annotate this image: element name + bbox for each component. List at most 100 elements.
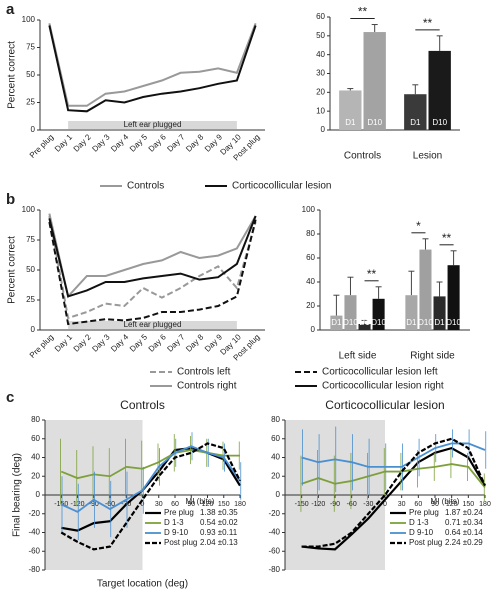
- x-tick-label: -150: [295, 501, 309, 508]
- y-tick-label: 40: [271, 453, 280, 462]
- chart-title: Corticocollicular lesion: [325, 398, 444, 412]
- x-tick-label: 0: [383, 501, 387, 508]
- bar: [344, 295, 357, 330]
- x-tick-label: Lesion: [413, 151, 442, 162]
- x-tick-label: 0: [141, 501, 145, 508]
- bar-label: D10: [371, 318, 386, 327]
- series-line: [48, 215, 257, 320]
- bar-label: D1: [410, 118, 421, 127]
- legend-title: MI (bits): [186, 497, 215, 506]
- y-tick-label: 20: [271, 471, 280, 480]
- x-tick-label: Right side: [410, 351, 455, 362]
- bar: [419, 249, 432, 330]
- x-tick-label: Day 3: [90, 332, 112, 354]
- x-tick-label: 30: [398, 501, 406, 508]
- legend-label: D 9-10: [409, 528, 434, 537]
- x-axis-label: Target location (deg): [97, 579, 188, 590]
- y-tick-label: -20: [268, 509, 280, 518]
- x-tick-label: Day 5: [128, 332, 150, 354]
- x-tick-label: 90: [187, 501, 195, 508]
- bar-label: D1: [406, 318, 417, 327]
- x-tick-label: 60: [414, 501, 422, 508]
- y-tick-label: 60: [31, 434, 40, 443]
- series-line: [48, 215, 257, 298]
- x-tick-label: 60: [171, 501, 179, 508]
- bar-label: D1: [434, 318, 445, 327]
- x-tick-label: -90: [330, 501, 340, 508]
- legend-value: 0.93 ±0.11: [200, 528, 238, 537]
- x-tick-label: 120: [446, 501, 458, 508]
- x-tick-label: Day 8: [184, 132, 206, 154]
- x-tick-label: 90: [431, 501, 439, 508]
- series-line: [48, 213, 257, 299]
- y-tick-label: -80: [268, 565, 280, 574]
- legend-label: D 1-3: [164, 518, 184, 527]
- x-tick-label: 180: [479, 501, 491, 508]
- x-tick-label: -60: [347, 501, 357, 508]
- x-tick-label: -120: [311, 501, 325, 508]
- legend-label: Controls left: [177, 367, 231, 378]
- legend-label: Controls: [127, 181, 164, 192]
- y-tick-label: 10: [316, 106, 325, 115]
- legend-label: Corticocollicular lesion: [232, 181, 331, 192]
- bar: [447, 265, 460, 330]
- x-tick-label: 150: [462, 501, 474, 508]
- x-tick-label: Left side: [339, 351, 377, 362]
- legend-label: Pre plug: [409, 508, 439, 517]
- legend-label: Corticocollicular lesion right: [322, 381, 444, 392]
- series-line: [301, 446, 486, 551]
- significance: **: [367, 267, 377, 281]
- bar: [363, 32, 386, 130]
- x-tick-label: Pre plug: [28, 133, 55, 160]
- bar: [330, 315, 343, 330]
- y-tick-label: 80: [306, 229, 315, 238]
- legend-value: 0.71 ±0.34: [445, 518, 483, 527]
- y-tick-label: 25: [26, 295, 35, 304]
- y-tick-label: 100: [302, 205, 316, 214]
- x-tick-label: Day 6: [147, 332, 169, 354]
- y-tick-label: 0: [311, 325, 316, 334]
- bar: [405, 295, 418, 330]
- x-tick-label: 150: [218, 501, 230, 508]
- annotation: Left ear plugged: [124, 120, 182, 129]
- x-tick-label: Day 1: [53, 132, 75, 154]
- bar-label: D1: [359, 318, 370, 327]
- y-tick-label: 0: [31, 325, 36, 334]
- y-tick-label: 50: [26, 265, 35, 274]
- y-tick-label: 100: [22, 205, 36, 214]
- panel-label: c: [6, 389, 14, 406]
- y-tick-label: 20: [316, 87, 325, 96]
- bar-label: D10: [418, 318, 433, 327]
- chart-title: Controls: [120, 398, 165, 412]
- y-tick-label: -60: [28, 546, 40, 555]
- bar: [358, 324, 371, 330]
- y-axis-label: Percent correct: [7, 41, 18, 109]
- legend-value: 0.64 ±0.14: [445, 528, 483, 537]
- y-tick-label: 80: [271, 415, 280, 424]
- series-line: [301, 437, 487, 548]
- legend-value: 2.04 ±0.13: [200, 538, 238, 547]
- bar: [433, 296, 446, 330]
- y-tick-label: -40: [28, 528, 40, 537]
- y-tick-label: 0: [31, 125, 36, 134]
- x-tick-label: Controls: [344, 151, 381, 162]
- legend-value: 1.38 ±0.35: [200, 508, 238, 517]
- y-tick-label: 25: [26, 98, 35, 107]
- x-tick-label: 180: [234, 501, 246, 508]
- x-tick-label: Day 4: [109, 332, 131, 354]
- y-tick-label: 50: [26, 70, 35, 79]
- series-line: [48, 219, 257, 326]
- bar: [404, 94, 427, 130]
- x-tick-label: -30: [363, 501, 373, 508]
- legend-label: D 9-10: [164, 528, 189, 537]
- bar-label: D10: [432, 118, 447, 127]
- y-tick-label: 20: [31, 471, 40, 480]
- y-tick-label: 60: [271, 434, 280, 443]
- y-tick-label: 40: [306, 277, 315, 286]
- legend-label: Controls right: [177, 381, 237, 392]
- y-tick-label: -20: [28, 509, 40, 518]
- legend-label: Post plug: [164, 538, 197, 547]
- legend-title: MI (bits): [431, 497, 460, 506]
- x-tick-label: -90: [89, 501, 99, 508]
- y-tick-label: -80: [28, 565, 40, 574]
